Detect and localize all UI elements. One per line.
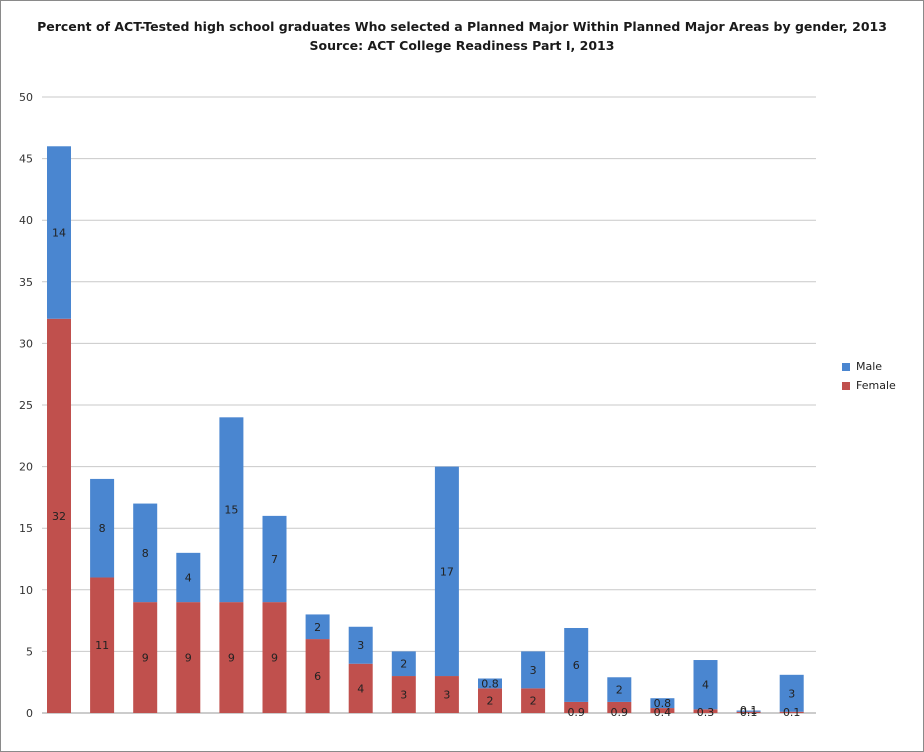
bar-male [90,478,115,578]
data-labels: 321411898949159762433231720.8230.960.920… [52,227,800,719]
bar-male [305,614,330,640]
data-label-male: 8 [142,547,149,560]
data-label-female: 0.4 [654,706,672,719]
bar-female [176,602,201,713]
data-label-female: 9 [142,652,149,665]
bar-female [736,711,761,713]
data-label-male: 4 [702,679,709,692]
chart-subtitle: Source: ACT College Readiness Part I, 20… [309,38,615,53]
data-label-female: 0.1 [740,706,758,719]
legend-swatch-female [842,381,850,390]
y-tick-label: 40 [19,214,33,227]
bar-female [434,676,459,713]
y-tick-label: 5 [26,645,33,658]
bar-female [391,676,416,713]
bar-male [434,466,459,677]
bar-female [564,701,589,713]
data-label-male: 0.8 [654,697,672,710]
y-tick-label: 20 [19,461,33,474]
bar-male [176,552,201,603]
bar-female [90,577,115,713]
y-tick-label: 0 [26,707,33,720]
data-label-female: 2 [487,695,494,708]
bar-male [521,651,546,689]
bar-female [779,711,804,713]
legend-item-female: Female [842,376,896,395]
data-label-male: 3 [357,639,364,652]
legend-label-male: Male [856,360,883,373]
bar-female [262,602,287,713]
data-label-female: 32 [52,510,66,523]
data-label-male: 8 [99,522,106,535]
bar-male [607,677,632,702]
gridlines: 0 5 10 15 20 25 30 35 40 45 50 [19,91,816,720]
data-label-male: 15 [224,504,238,517]
bar-female [693,709,718,713]
y-tick-label: 35 [19,276,33,289]
bar-male [391,651,416,677]
bar-female [133,602,158,713]
data-label-female: 2 [530,695,537,708]
y-tick-label: 10 [19,584,33,597]
data-label-female: 0.1 [783,706,801,719]
bar-male [133,503,158,603]
legend-swatch-male [842,362,850,371]
legend: Male Female [842,357,896,395]
legend-item-male: Male [842,357,896,376]
bar-male [650,698,675,709]
bar-male [478,678,502,689]
data-label-male: 3 [788,687,795,700]
bar-male [47,146,71,319]
data-label-male: 2 [616,684,623,697]
data-label-female: 6 [314,670,321,683]
bar-male [779,674,804,712]
data-label-female: 4 [357,682,364,695]
data-label-female: 0.9 [611,706,629,719]
data-label-male: 4 [185,571,192,584]
bar-female [478,688,502,713]
data-label-female: 11 [95,639,109,652]
data-label-female: 3 [443,689,450,702]
data-label-female: 9 [228,652,235,665]
data-label-female: 9 [271,652,278,665]
data-label-male: 0.1 [740,704,758,717]
data-label-male: 0.8 [481,677,499,690]
legend-label-female: Female [856,379,896,392]
data-label-male: 2 [400,658,407,671]
data-label-female: 9 [185,652,192,665]
bar-female [219,602,244,713]
bars [47,146,804,713]
chart-title-line1: Percent of ACT-Tested high school gradua… [37,19,887,34]
y-tick-label: 30 [19,337,33,350]
bar-female [607,701,632,713]
data-label-male: 2 [314,621,321,634]
bar-male [219,417,244,603]
y-tick-label: 50 [19,91,33,104]
bar-male [348,626,373,664]
data-label-male: 14 [52,227,66,240]
bar-male [564,627,589,702]
data-label-female: 3 [400,689,407,702]
bar-female [650,708,675,713]
bar-female [521,688,546,713]
data-label-male: 17 [440,565,454,578]
bar-male [693,660,718,710]
bar-female [47,318,71,713]
bar-female [305,639,330,713]
data-label-female: 0.3 [697,706,715,719]
data-label-male: 7 [271,553,278,566]
bar-male [736,710,761,712]
bar-male [262,515,287,603]
bar-female [348,663,373,713]
y-tick-label: 45 [19,153,33,166]
data-label-male: 6 [573,659,580,672]
data-label-male: 3 [530,664,537,677]
data-label-female: 0.9 [567,706,585,719]
y-tick-label: 15 [19,522,33,535]
chart-title: Percent of ACT-Tested high school gradua… [0,17,924,55]
y-tick-label: 25 [19,399,33,412]
